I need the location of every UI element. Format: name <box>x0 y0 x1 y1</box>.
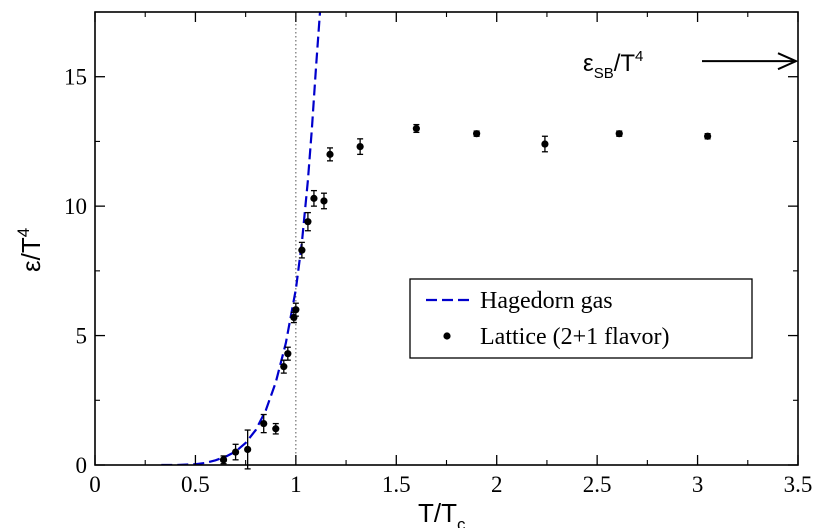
x-tick-label: 2 <box>491 472 503 497</box>
x-tick-label: 0 <box>89 472 101 497</box>
x-axis-label: T/Tc <box>418 498 466 528</box>
x-tick-label: 3 <box>692 472 704 497</box>
stefan-boltzmann-arrow <box>702 52 799 71</box>
lattice-data-point <box>320 197 328 205</box>
y-tick-label: 5 <box>76 324 88 349</box>
y-tick-label: 10 <box>64 194 87 219</box>
sb-annotation-rest: /T <box>614 50 636 77</box>
lattice-data-point <box>292 306 300 314</box>
y-tick-label: 15 <box>64 65 87 90</box>
lattice-data-point <box>260 419 268 428</box>
legend-dot-marker <box>443 332 451 340</box>
stefan-boltzmann-annotation: εSB/T4 <box>583 48 643 82</box>
y-axis-label-sup: 4 <box>14 228 33 237</box>
x-axis-label-main: T/T <box>418 498 457 528</box>
legend-label-hagedorn: Hagedorn gas <box>480 288 613 314</box>
lattice-data-point <box>310 194 318 202</box>
y-tick-label: 0 <box>76 453 88 478</box>
x-tick-label: 0.5 <box>181 472 210 497</box>
x-axis-label-sub: c <box>457 515 466 528</box>
lattice-data-point <box>412 124 420 133</box>
legend-box <box>409 278 753 359</box>
x-tick-label: 2.5 <box>583 472 612 497</box>
lattice-data-point <box>541 140 549 148</box>
x-tick-label: 1 <box>290 472 302 497</box>
lattice-data-point <box>219 456 228 464</box>
hagedorn-gas-curve <box>161 12 322 465</box>
lattice-data-point <box>298 246 306 254</box>
legend-label-lattice: Lattice (2+1 flavor) <box>480 324 669 350</box>
lattice-data-point <box>244 445 252 454</box>
lattice-data-point <box>473 130 481 138</box>
series-layer <box>161 12 712 470</box>
lattice-data-point <box>615 130 623 138</box>
x-tick-label: 3.5 <box>784 472 813 497</box>
lattice-data-point <box>704 132 712 140</box>
sb-annotation-main: ε <box>583 50 594 77</box>
lattice-data-point <box>304 218 312 226</box>
lattice-data-point <box>284 350 292 358</box>
legend: Hagedorn gas Lattice (2+1 flavor) <box>409 278 753 359</box>
lattice-data-point <box>280 363 288 371</box>
sb-annotation-sub: SB <box>594 65 614 82</box>
lattice-data-point <box>356 143 364 151</box>
lattice-data-point <box>272 425 280 433</box>
plot-frame <box>94 11 799 466</box>
x-tick-label: 1.5 <box>382 472 411 497</box>
sb-arrow-head <box>777 52 799 71</box>
y-axis-label-main: ε/T <box>16 237 46 272</box>
lattice-data-point <box>232 448 240 456</box>
y-axis-label: ε/T4 <box>14 228 46 272</box>
sb-annotation-sup: 4 <box>635 48 643 65</box>
lattice-data-point <box>326 150 334 158</box>
tick-layer: 0 0.5 1 1.5 2 2.5 3 3.5 0 5 10 15 <box>64 11 813 497</box>
